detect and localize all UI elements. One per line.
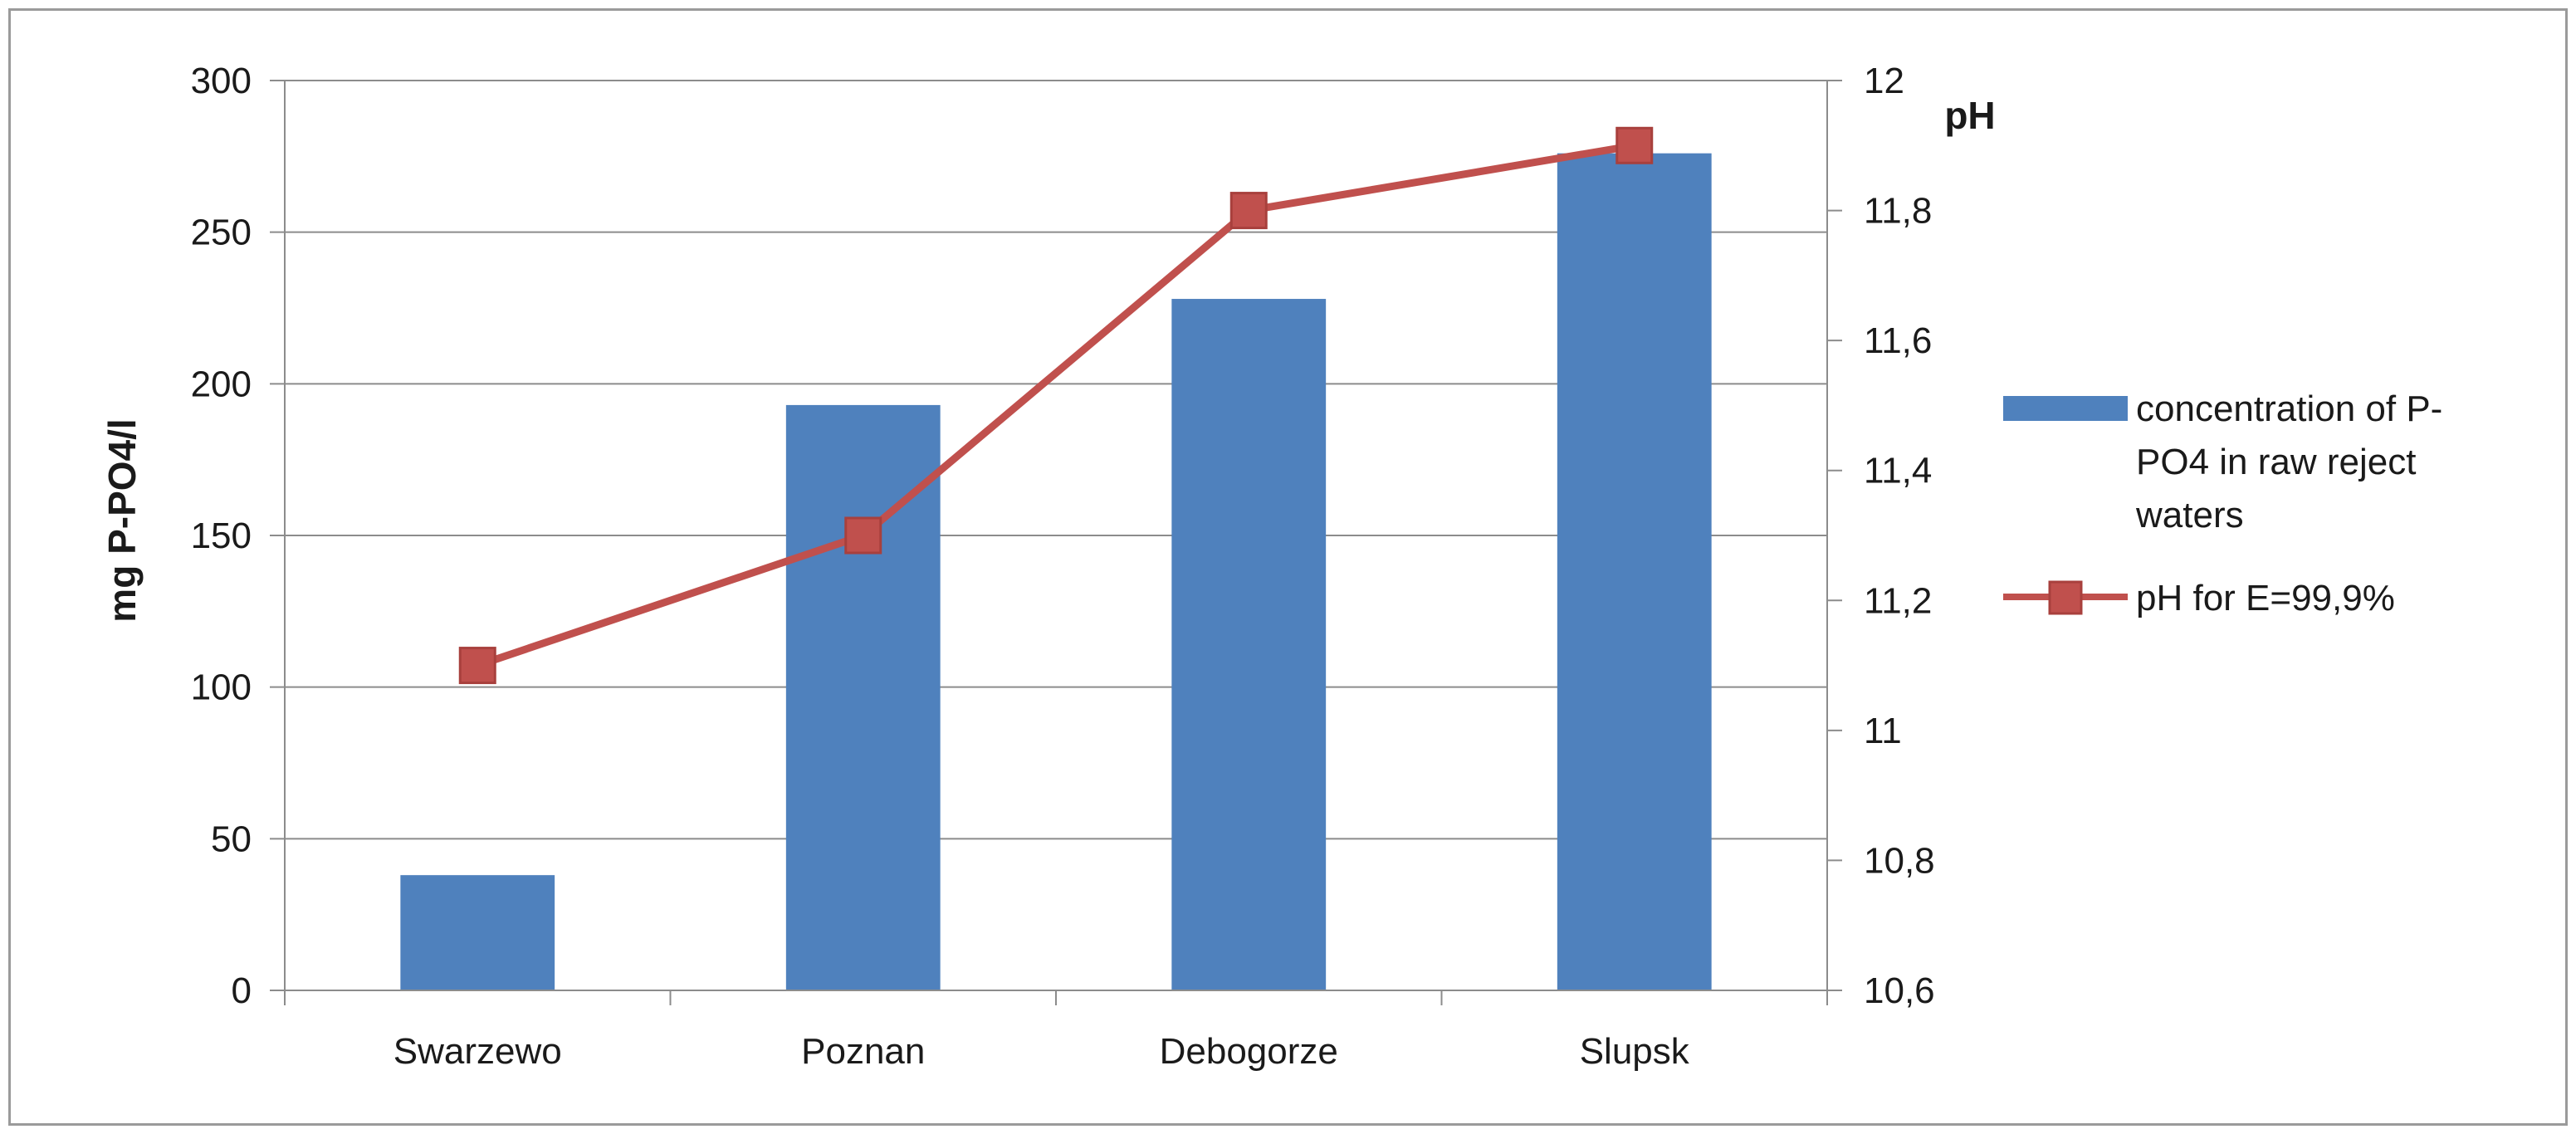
y2-tick-label: 11,2	[1864, 580, 1932, 621]
legend-bar-label-line-1: concentration of P-	[2136, 389, 2442, 429]
y2-tick-label: 11,8	[1864, 191, 1932, 232]
chart-frame: 0 50 100 150 200 250 300 10,6 10,8 11 11,2 11,4 11,6…	[8, 8, 2568, 1126]
y-tick-label: 0	[232, 970, 252, 1011]
legend-line-label: pH for E=99,9%	[2136, 578, 2395, 618]
bar	[400, 875, 555, 990]
x-tick-label: Debogorze	[1160, 1031, 1338, 1072]
legend: concentration of P- PO4 in raw reject wa…	[2003, 389, 2442, 618]
series-line	[476, 141, 1635, 669]
y-tick-label: 100	[191, 667, 252, 708]
y2-axis-title: pH	[1944, 94, 1995, 137]
legend-line-marker	[2048, 580, 2083, 615]
line-series	[458, 126, 1654, 685]
y2-tick-label: 10,6	[1864, 970, 1935, 1011]
bar	[785, 404, 941, 990]
y-tick-label: 250	[191, 213, 252, 253]
y2-tick-label: 12	[1864, 61, 1904, 101]
y-tick-label: 150	[191, 516, 252, 556]
x-tick-label: Poznan	[801, 1031, 925, 1072]
y-tick-label: 300	[191, 61, 252, 101]
bar-series	[400, 153, 1712, 990]
bar	[1557, 153, 1712, 990]
y2-tick-label: 11,6	[1864, 320, 1932, 361]
axes	[270, 80, 1842, 1005]
line-point-marker	[1229, 192, 1268, 230]
x-tick-label: Slupsk	[1580, 1031, 1690, 1072]
bar	[1171, 299, 1327, 990]
legend-bar-label-line-2: PO4 in raw reject	[2136, 442, 2416, 482]
y-tick-label: 200	[191, 364, 252, 404]
legend-bar-swatch	[2003, 396, 2128, 421]
line-point-marker	[1615, 126, 1654, 164]
legend-bar-label-line-3: waters	[2135, 495, 2244, 535]
y2-tick-label: 10,8	[1864, 840, 1935, 881]
chart-svg: 0 50 100 150 200 250 300 10,6 10,8 11 11,2 11,4 11,6…	[100, 61, 2442, 1072]
y2-tick-label: 11,4	[1864, 451, 1932, 491]
x-tick-label: Swarzewo	[393, 1031, 562, 1072]
y2-tick-label: 11	[1864, 711, 1902, 751]
y-tick-label: 50	[211, 819, 252, 859]
tick-labels: 0 50 100 150 200 250 300 10,6 10,8 11 11,2 11,4 11,6…	[191, 61, 1935, 1072]
line-point-marker	[844, 516, 882, 555]
line-point-marker	[458, 647, 496, 685]
y-axis-title: mg P-PO4/l	[100, 418, 144, 622]
